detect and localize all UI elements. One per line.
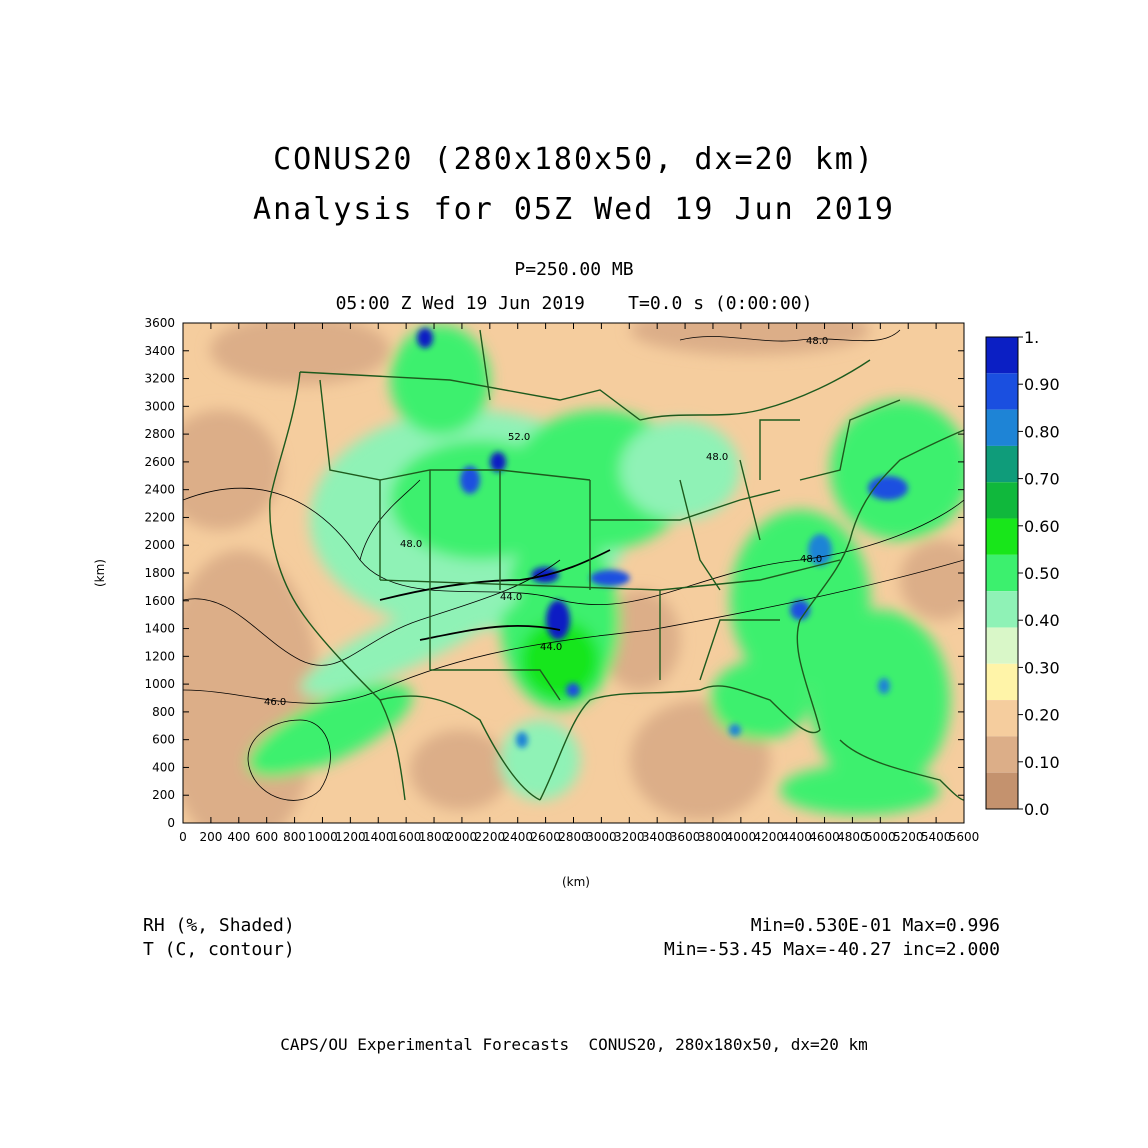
x-tick-label: 200 xyxy=(199,830,222,844)
map-figure: 0 200 400 600 800 100012001400160018002000220… xyxy=(93,316,1060,889)
x-tick-label: 4800 xyxy=(837,830,868,844)
x-tick-label: 1000 xyxy=(307,830,338,844)
y-axis-label: (km) xyxy=(93,559,107,587)
y-tick-label: 1000 xyxy=(144,677,175,691)
contour-label: 44.0 xyxy=(500,592,522,603)
colorbar-swatch xyxy=(986,373,1018,410)
y-tick-label: 800 xyxy=(152,705,175,719)
colorbar-label: 0.20 xyxy=(1024,706,1060,725)
colorbar-label: 0.60 xyxy=(1024,517,1060,536)
x-tick-label: 4600 xyxy=(809,830,840,844)
x-tick-label: 4400 xyxy=(781,830,812,844)
x-tick-label: 3600 xyxy=(670,830,701,844)
y-tick-label: 2000 xyxy=(144,538,175,552)
x-tick-label: 4000 xyxy=(726,830,757,844)
x-tick-label: 2200 xyxy=(475,830,506,844)
valid-time: 05:00 Z Wed 19 Jun 2019 T=0.0 s (0:00:00… xyxy=(335,293,813,314)
chart-title: CONUS20 (280x180x50, dx=20 km) xyxy=(273,142,875,177)
x-tick-label: 2000 xyxy=(447,830,478,844)
y-tick-label: 0 xyxy=(167,816,175,830)
y-tick-label: 2200 xyxy=(144,510,175,524)
t-legend: T (C, contour) xyxy=(143,939,295,960)
colorbar-swatch xyxy=(986,518,1018,555)
colorbar-label: 0.0 xyxy=(1024,800,1049,819)
contour-label: 48.0 xyxy=(400,539,422,550)
x-tick-label: 3400 xyxy=(642,830,673,844)
colorbar-label: 0.40 xyxy=(1024,611,1060,630)
colorbar-label: 0.30 xyxy=(1024,658,1060,677)
contour-label: 48.0 xyxy=(806,336,828,347)
y-tick-label: 2400 xyxy=(144,483,175,497)
x-tick-label: 5400 xyxy=(921,830,952,844)
colorbar-swatch xyxy=(986,663,1018,701)
colorbar-label: 0.90 xyxy=(1024,375,1060,394)
colorbar-label: 0.70 xyxy=(1024,470,1060,489)
contour-label: 52.0 xyxy=(508,432,530,443)
y-tick-label: 400 xyxy=(152,760,175,774)
colorbar-swatch xyxy=(986,627,1018,664)
pressure-level: P=250.00 MB xyxy=(514,259,634,280)
x-tick-label: 1800 xyxy=(419,830,450,844)
colorbar-swatch xyxy=(986,736,1018,773)
x-tick-label: 1200 xyxy=(335,830,366,844)
x-tick-label: 600 xyxy=(255,830,278,844)
y-tick-label: 1400 xyxy=(144,622,175,636)
y-tick-label: 3400 xyxy=(144,344,175,358)
colorbar-swatch xyxy=(986,409,1018,446)
colorbar-label: 1. xyxy=(1024,328,1039,347)
y-tick-label: 200 xyxy=(152,788,175,802)
x-tick-label: 3200 xyxy=(614,830,645,844)
credit-line: CAPS/OU Experimental Forecasts CONUS20, … xyxy=(280,1035,868,1054)
x-tick-label: 2400 xyxy=(502,830,533,844)
x-tick-label: 2600 xyxy=(530,830,561,844)
t-stats: Min=-53.45 Max=-40.27 inc=2.000 xyxy=(664,939,1000,960)
colorbar-swatch xyxy=(986,700,1018,737)
colorbar-swatch xyxy=(986,772,1018,809)
contour-label: 48.0 xyxy=(800,554,822,565)
x-tick-label: 5000 xyxy=(865,830,896,844)
x-tick-label: 1400 xyxy=(363,830,394,844)
y-tick-label: 3600 xyxy=(144,316,175,330)
x-tick-label: 2800 xyxy=(558,830,589,844)
x-tick-label: 400 xyxy=(227,830,250,844)
contour-label: 46.0 xyxy=(264,697,286,708)
x-tick-label: 4200 xyxy=(753,830,784,844)
x-tick-label: 5600 xyxy=(949,830,980,844)
x-tick-label: 0 xyxy=(179,830,187,844)
colorbar-label: 0.50 xyxy=(1024,564,1060,583)
x-axis-label: (km) xyxy=(562,875,590,889)
contour-label: 44.0 xyxy=(540,642,562,653)
y-tick-label: 3200 xyxy=(144,372,175,386)
colorbar-swatch xyxy=(986,445,1018,483)
colorbar-swatch xyxy=(986,482,1018,519)
map-boundaries xyxy=(269,329,964,801)
colorbar-swatch xyxy=(986,337,1018,374)
y-tick-label: 3000 xyxy=(144,399,175,413)
contour-label: 48.0 xyxy=(706,452,728,463)
y-tick-label: 1200 xyxy=(144,649,175,663)
colorbar-label: 0.80 xyxy=(1024,422,1060,441)
colorbar-label: 0.10 xyxy=(1024,753,1060,772)
colorbar-swatch xyxy=(986,554,1018,592)
y-tick-label: 600 xyxy=(152,733,175,747)
x-tick-label: 800 xyxy=(283,830,306,844)
y-tick-label: 2800 xyxy=(144,427,175,441)
x-tick-label: 5200 xyxy=(893,830,924,844)
x-tick-label: 1600 xyxy=(391,830,422,844)
chart-subtitle: Analysis for 05Z Wed 19 Jun 2019 xyxy=(253,192,895,227)
colorbar xyxy=(985,336,1023,810)
rh-legend: RH (%, Shaded) xyxy=(143,915,295,936)
y-tick-label: 1800 xyxy=(144,566,175,580)
rh-stats: Min=0.530E-01 Max=0.996 xyxy=(750,915,1000,936)
colorbar-swatch xyxy=(986,591,1018,628)
y-tick-label: 2600 xyxy=(144,455,175,469)
x-tick-label: 3000 xyxy=(586,830,617,844)
y-tick-label: 1600 xyxy=(144,594,175,608)
x-tick-label: 3800 xyxy=(698,830,729,844)
